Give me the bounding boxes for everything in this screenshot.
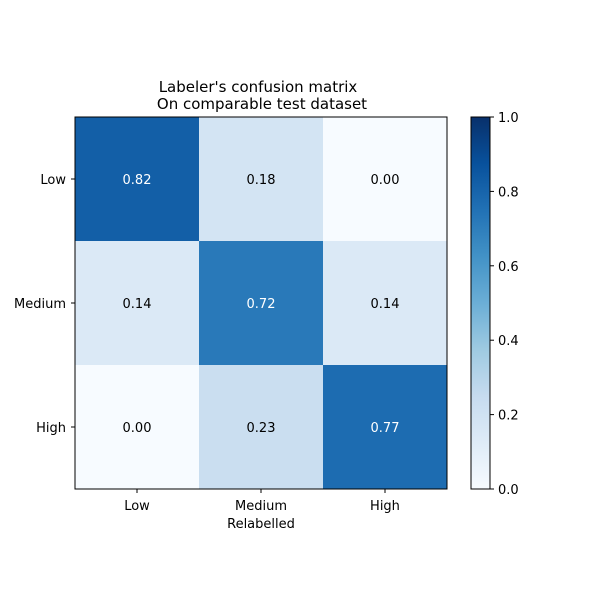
heatmap-cell xyxy=(199,241,323,365)
colorbar-tick-label: 0.2 xyxy=(498,409,519,424)
heatmap-cell xyxy=(75,365,199,489)
cell-value-label: 0.72 xyxy=(247,297,276,312)
heatmap-cell xyxy=(75,117,199,241)
heatmap-cells xyxy=(75,117,447,489)
y-tick-label: Low xyxy=(40,173,66,188)
heatmap-cell xyxy=(323,241,447,365)
y-tick-label: Medium xyxy=(14,297,66,312)
colorbar-tick-label: 0.0 xyxy=(498,483,519,498)
y-axis-ticks: Low Medium High xyxy=(14,173,75,436)
heatmap-cell xyxy=(323,117,447,241)
cell-value-label: 0.14 xyxy=(371,297,400,312)
cell-value-label: 0.77 xyxy=(371,421,400,436)
colorbar-tick-label: 0.4 xyxy=(498,334,519,349)
heatmap-cell xyxy=(75,241,199,365)
cell-value-label: 0.00 xyxy=(123,421,152,436)
cell-value-label: 0.14 xyxy=(123,297,152,312)
cell-value-label: 0.23 xyxy=(247,421,276,436)
chart-subtitle: On comparable test dataset xyxy=(157,95,367,113)
chart-title: Labeler's confusion matrix xyxy=(159,78,358,96)
colorbar-tick-label: 0.6 xyxy=(498,260,519,275)
heatmap-cell-labels: 0.82 0.18 0.00 0.14 0.72 0.14 0.00 0.23 0.77 xyxy=(123,173,400,436)
x-axis-label: Relabelled xyxy=(227,517,295,532)
colorbar-ticks: 0.0 0.2 0.4 0.6 0.8 1.0 xyxy=(490,111,519,498)
x-tick-label: High xyxy=(370,499,400,514)
cell-value-label: 0.18 xyxy=(247,173,276,188)
heatmap-cell xyxy=(199,117,323,241)
heatmap-cell xyxy=(323,365,447,489)
cell-value-label: 0.82 xyxy=(123,173,152,188)
colorbar-tick-label: 1.0 xyxy=(498,111,519,126)
x-tick-label: Low xyxy=(124,499,150,514)
colorbar-tick-label: 0.8 xyxy=(498,185,519,200)
x-axis-ticks: Low Medium High xyxy=(124,489,400,514)
y-tick-label: High xyxy=(36,421,66,436)
colorbar xyxy=(470,116,491,490)
heatmap-cell xyxy=(199,365,323,489)
cell-value-label: 0.00 xyxy=(371,173,400,188)
x-tick-label: Medium xyxy=(235,499,287,514)
